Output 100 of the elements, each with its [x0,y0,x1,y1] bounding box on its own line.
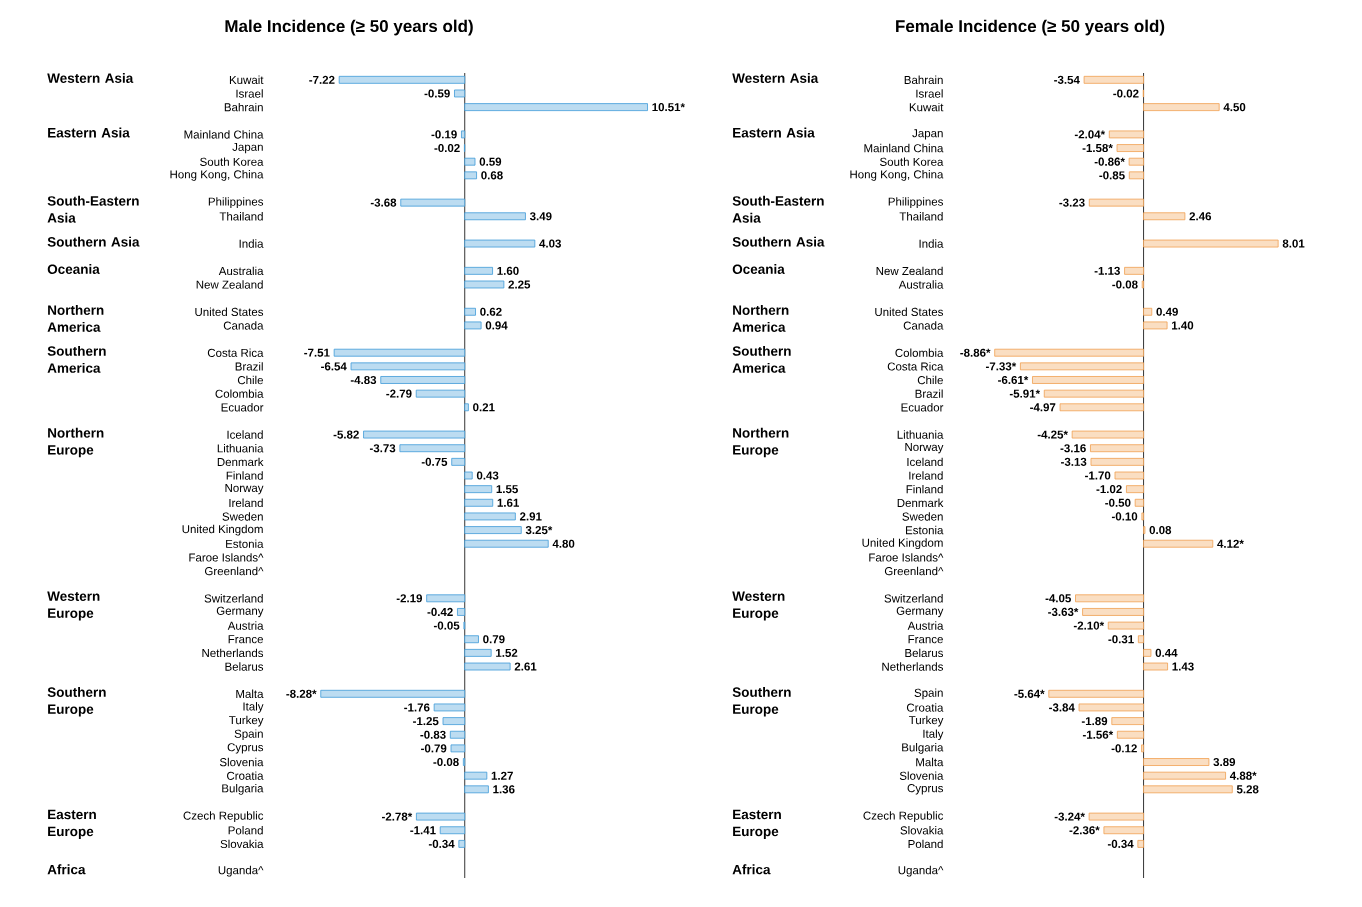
data-label: -6.61* [998,375,1029,385]
y-tick-label: United States [195,307,264,316]
bar [1143,771,1226,780]
y-tick-label: Canada [223,321,264,330]
data-label: -7.22 [309,75,335,84]
y-tick-label: Cyprus [907,784,944,795]
data-label: -0.08 [433,757,459,767]
data-label: -5.82 [333,430,359,439]
data-label: 1.52 [496,648,518,657]
y-tick-label: Czech Republic [183,811,264,822]
y-tick-label: United Kingdom [862,538,943,550]
text: Western Europe [732,591,785,621]
y-tick-label: Finland [226,471,263,480]
bar [1124,266,1144,275]
y-tick-label: Estonia [226,539,264,548]
data-label: -2.36* [1069,826,1100,835]
y-tick-label: Bulgaria [222,783,264,795]
bar [464,280,505,289]
y-tick-label: France [908,635,943,644]
bar [1103,826,1144,835]
y-tick-label: Turkey [229,715,264,727]
data-label: 0.79 [483,635,505,644]
bar [464,239,536,248]
bar [1143,662,1168,671]
data-label: -0.85 [1099,171,1125,180]
bar [442,717,466,725]
bar [1088,198,1144,207]
y-tick-label: Slovakia [900,826,944,835]
y-tick-label: Iceland [227,430,263,439]
y-tick-label: Hong Kong, China [850,169,944,181]
y-tick-label: Thailand [219,212,263,221]
data-label: -1.70 [1085,471,1111,480]
y-tick-label: New Zealand [876,266,943,276]
y-tick-label: Japan [912,129,943,140]
y-tick-label: Cyprus [227,743,264,754]
bar [449,730,466,739]
y-tick-label: Uganda^ [218,865,264,877]
y-tick-label: Bulgaria [902,743,944,754]
y-tick-label: United Kingdom [182,524,263,536]
data-label: -0.10 [1111,512,1138,521]
data-label: 1.60 [497,266,519,275]
y-tick-label: Colombia [215,389,264,398]
y-tick-label: India [239,239,264,248]
y-tick-label: Switzerland [204,594,263,603]
y-tick-label: Italy [923,729,944,741]
bar [464,266,493,275]
bar [1071,430,1144,439]
data-label: 0.59 [479,157,502,166]
data-label: -1.56* [1082,730,1114,739]
bar [1143,785,1233,794]
y-tick-label: Iceland [907,457,943,467]
y-tick-label: Chile [237,375,263,385]
data-label: -3.84 [1049,703,1075,712]
data-label: 0.43 [476,471,499,480]
bar [464,471,473,480]
y-tick-label: Italy [243,702,264,713]
y-tick-label: Ecuador [221,403,264,412]
bar [363,430,466,439]
data-label: 1.36 [493,785,515,794]
bar [1141,744,1144,753]
y-tick-label: Sweden [902,512,943,521]
data-label: 2.61 [514,662,537,671]
data-label: 0.49 [1156,307,1178,316]
y-tick-label: Ireland [909,471,943,480]
y-tick-label: Brazil [235,362,263,371]
y-tick-label: Bahrain [904,75,943,85]
data-label: 1.61 [497,498,519,507]
text: Eastern Asia [733,127,815,138]
text: Southern America [732,345,791,373]
data-label: -2.79 [386,389,412,398]
bar [464,307,476,316]
bar [399,444,466,453]
bar [416,812,466,821]
data-label: -0.59 [424,89,450,98]
data-label: 0.08 [1149,526,1172,535]
y-tick-label: Croatia [227,771,264,780]
data-label: -0.34 [428,839,455,848]
data-label: 1.43 [1172,662,1194,671]
data-label: 2.25 [508,280,531,289]
bar [1126,485,1144,494]
bar [464,512,516,521]
bar [1078,703,1144,712]
y-tick-label: Belarus [905,648,944,658]
y-tick-label: Germany [216,606,264,618]
text: Eastern Europe [733,809,781,839]
y-tick-label: South Korea [880,157,944,166]
data-label: 1.55 [496,485,518,494]
y-tick-label: Norway [905,443,944,454]
bar [454,89,466,98]
y-tick-label: Kuwait [229,75,264,85]
bar [451,457,466,466]
bar [1128,171,1144,180]
y-tick-label: Finland [906,484,943,494]
bar [1143,648,1152,657]
data-label: -3.16 [1060,444,1086,453]
bar [1128,157,1144,166]
y-tick-label: Costa Rica [207,348,264,357]
bar [1137,839,1144,848]
data-label: -0.42 [427,607,453,617]
y-tick-label: Austria [907,621,944,630]
